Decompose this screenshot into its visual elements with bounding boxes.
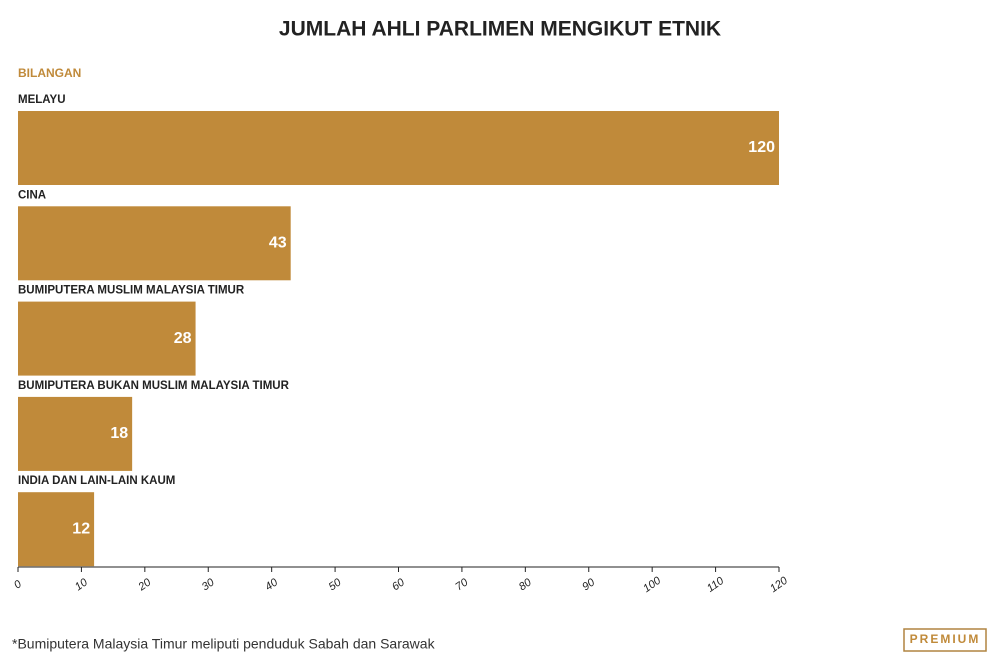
bar <box>18 301 196 376</box>
x-tick-label: 10 <box>73 576 91 593</box>
x-tick-label: 50 <box>327 576 345 593</box>
logo: PREMIUM <box>910 632 981 646</box>
x-tick-label: 40 <box>263 576 281 593</box>
x-tick-label: 30 <box>200 576 218 593</box>
category-label: BUMIPUTERA BUKAN MUSLIM MALAYSIA TIMUR <box>18 380 290 392</box>
bar <box>18 111 779 185</box>
bar <box>18 396 133 471</box>
bar <box>18 492 95 567</box>
x-tick-label: 20 <box>136 576 154 594</box>
chart-title: JUMLAH AHLI PARLIMEN MENGIKUT ETNIK <box>279 18 721 41</box>
x-tick-label: 0 <box>12 578 25 592</box>
x-tick-label: 70 <box>453 576 471 593</box>
category-label: MELAYU <box>18 94 66 106</box>
category-label: CINA <box>18 189 46 201</box>
logo-frame <box>903 628 987 652</box>
x-tick-label: 80 <box>517 576 535 593</box>
x-tick-label: 90 <box>580 576 598 593</box>
data-label: 28 <box>174 330 192 347</box>
data-label: 43 <box>269 235 287 252</box>
x-tick-label: 60 <box>390 576 408 593</box>
data-label: 18 <box>110 425 128 442</box>
x-tick-label: 100 <box>641 574 664 595</box>
data-label: 120 <box>748 139 775 156</box>
x-tick-label: 120 <box>768 574 791 595</box>
data-label: 12 <box>72 520 90 537</box>
x-tick-label: 110 <box>705 574 727 594</box>
footnote: *Bumiputera Malaysia Timur meliputi pend… <box>12 636 436 652</box>
axis-label: BILANGAN <box>18 66 81 80</box>
bar <box>18 206 291 281</box>
category-label: BUMIPUTERA MUSLIM MALAYSIA TIMUR <box>18 285 245 297</box>
category-label: INDIA DAN LAIN-LAIN KAUM <box>18 475 175 487</box>
